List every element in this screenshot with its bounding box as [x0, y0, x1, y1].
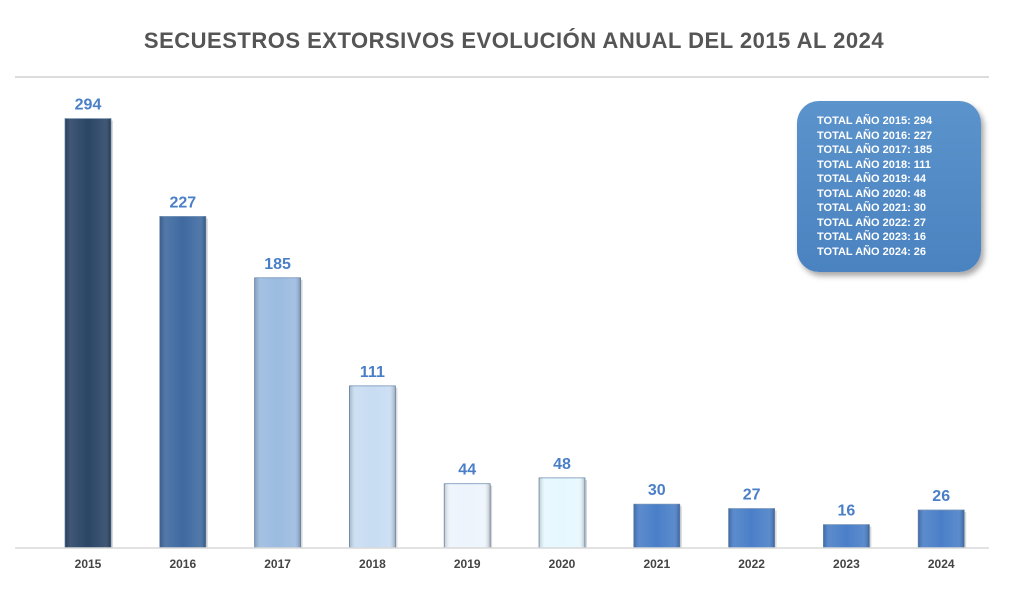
bar-shine-2017: [254, 277, 301, 548]
chart-title: SECUESTROS EXTORSIVOS EVOLUCIÓN ANUAL DE…: [143, 28, 885, 53]
data-label-2018: 111: [360, 364, 385, 381]
x-tick-label-2019: 2019: [454, 557, 481, 571]
data-label-2021: 30: [648, 482, 666, 499]
totals-legend: TOTAL AÑO 2015: 294 TOTAL AÑO 2016: 227 …: [797, 101, 981, 272]
data-label-2016: 227: [169, 194, 196, 211]
data-label-2022: 27: [743, 487, 761, 504]
x-tick-label-2024: 2024: [928, 557, 955, 571]
bar-shine-2022: [728, 508, 775, 548]
x-tick-label-2022: 2022: [738, 557, 765, 571]
legend-line: TOTAL AÑO 2020: 48: [817, 187, 927, 200]
bar-shine-2015: [65, 118, 111, 548]
legend-line: TOTAL AÑO 2017: 185: [817, 144, 933, 156]
x-tick-label-2016: 2016: [169, 557, 196, 571]
x-tick-label-2021: 2021: [643, 557, 670, 571]
legend-line: TOTAL AÑO 2022: 27: [817, 216, 927, 229]
data-label-2015: 294: [75, 97, 102, 114]
bar-shine-2018: [349, 385, 396, 548]
legend-line: TOTAL AÑO 2019: 44: [817, 173, 927, 185]
bar-shine-2019: [444, 483, 491, 548]
legend-line: TOTAL AÑO 2016: 227: [817, 129, 933, 142]
legend-line: TOTAL AÑO 2015: 294: [817, 115, 933, 127]
x-tick-label-2015: 2015: [75, 557, 102, 571]
bar-shine-2023: [823, 524, 870, 548]
data-label-2017: 185: [264, 256, 291, 273]
legend-line: TOTAL AÑO 2024: 26: [817, 245, 927, 258]
x-tick-label-2017: 2017: [264, 557, 291, 571]
legend-line: TOTAL AÑO 2021: 30: [817, 202, 927, 214]
data-label-2024: 26: [932, 488, 950, 505]
x-tick-label-2023: 2023: [833, 557, 860, 571]
x-tick-label-2020: 2020: [549, 557, 576, 571]
data-label-2019: 44: [458, 462, 476, 479]
title-divider: [15, 76, 989, 78]
x-tick-label-2018: 2018: [359, 557, 386, 571]
bar-shine-2024: [918, 510, 965, 548]
bar-shine-2020: [539, 477, 585, 548]
bar-shine-2016: [159, 216, 206, 548]
data-label-2020: 48: [553, 456, 571, 473]
bar-shine-2021: [633, 504, 680, 548]
legend-line: TOTAL AÑO 2018: 111: [817, 158, 931, 171]
data-label-2023: 16: [838, 503, 856, 520]
legend-line: TOTAL AÑO 2023: 16: [817, 231, 927, 243]
